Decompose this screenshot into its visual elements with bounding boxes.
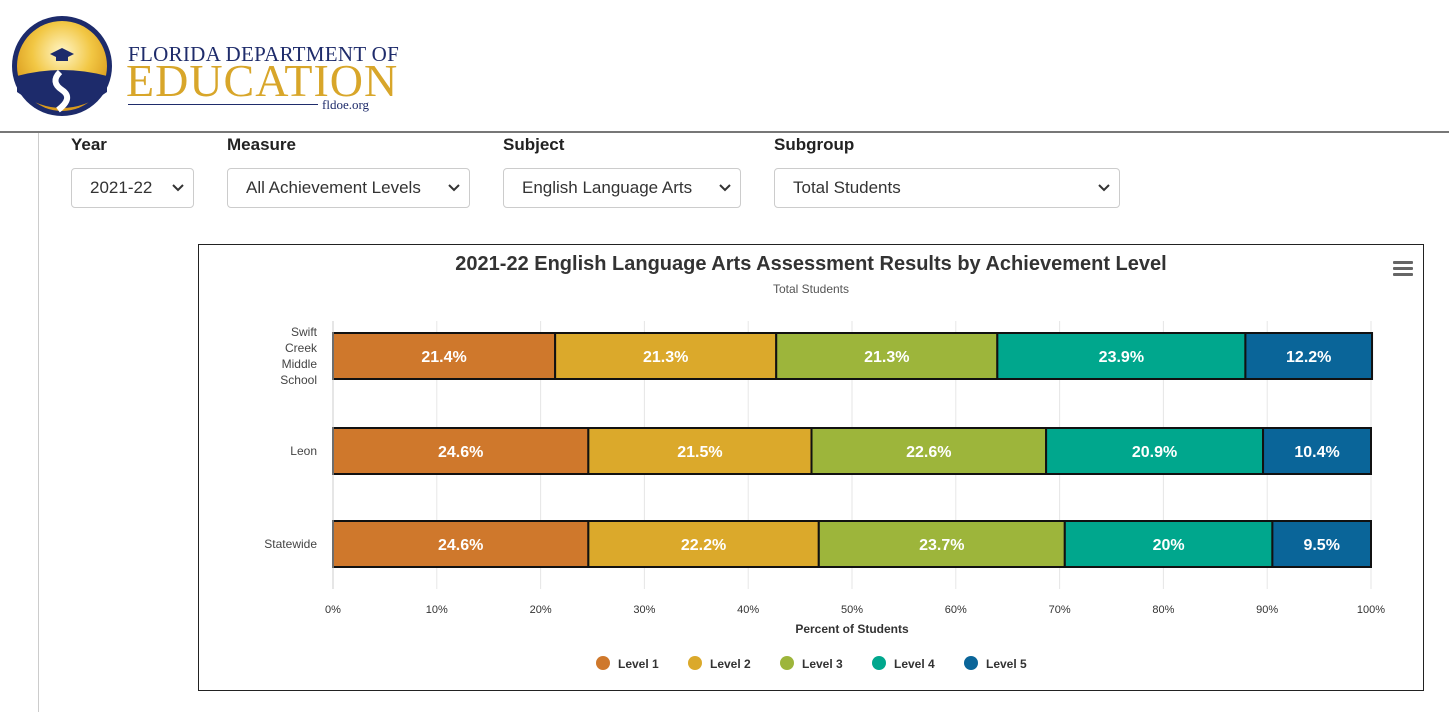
legend-marker xyxy=(964,656,978,670)
chevron-down-icon xyxy=(719,184,731,192)
data-label: 22.2% xyxy=(681,537,726,554)
fldoe-logo[interactable]: FLORIDA DEPARTMENT OF EDUCATION fldoe.or… xyxy=(10,12,399,120)
x-tick-label: 60% xyxy=(945,604,967,616)
bar-segment xyxy=(1244,332,1374,380)
filter-year: Year 2021-22 xyxy=(71,134,194,208)
filter-label-year: Year xyxy=(71,135,107,154)
data-label: 10.4% xyxy=(1294,444,1339,461)
chevron-down-icon xyxy=(448,184,460,192)
chevron-down-icon xyxy=(1098,184,1110,192)
year-select[interactable]: 2021-22 xyxy=(71,168,194,208)
legend-marker xyxy=(688,656,702,670)
data-label: 24.6% xyxy=(438,537,483,554)
legend-label: Level 1 xyxy=(618,657,659,671)
data-label: 21.3% xyxy=(643,349,688,366)
filter-label-measure: Measure xyxy=(227,135,296,154)
bar-segment xyxy=(1262,427,1372,475)
subgroup-select[interactable]: Total Students xyxy=(774,168,1120,208)
bar-chart: 0% 10% 20% 30% 40% 50% 60% 70% 80% 90% 100% Percent… xyxy=(264,321,1385,671)
data-label: 12.2% xyxy=(1286,349,1331,366)
chart-title: 2021-22 English Language Arts Assessment… xyxy=(455,253,1167,275)
data-label: 23.7% xyxy=(919,537,964,554)
logo-url: fldoe.org xyxy=(322,97,370,112)
bar-segment xyxy=(996,332,1247,380)
filter-subgroup: Subgroup Total Students xyxy=(774,134,1120,208)
chevron-down-icon xyxy=(172,184,184,192)
category-label: Statewide xyxy=(264,537,317,551)
subject-select-value: English Language Arts xyxy=(522,178,693,197)
subgroup-select-value: Total Students xyxy=(793,178,901,197)
data-label: 21.4% xyxy=(421,349,466,366)
data-label: 21.5% xyxy=(677,444,722,461)
bar-segment xyxy=(587,520,820,568)
x-tick-label: 10% xyxy=(426,604,448,616)
bar-segment xyxy=(1045,427,1265,475)
data-label: 20.9% xyxy=(1132,444,1177,461)
legend-label: Level 5 xyxy=(986,657,1027,671)
x-tick-label: 100% xyxy=(1357,604,1385,616)
logo-line-2: EDUCATION xyxy=(126,55,399,106)
chart-menu-icon[interactable] xyxy=(1393,261,1413,277)
x-tick-label: 50% xyxy=(841,604,863,616)
bar-segment xyxy=(775,332,999,380)
category-label: Leon xyxy=(290,444,317,458)
x-tick-label: 20% xyxy=(530,604,552,616)
legend-label: Level 2 xyxy=(710,657,751,671)
filter-label-subject: Subject xyxy=(503,135,565,154)
measure-select-value: All Achievement Levels xyxy=(246,178,421,197)
data-label: 23.9% xyxy=(1099,349,1144,366)
logo-rule xyxy=(128,104,318,105)
bar-segment xyxy=(810,427,1048,475)
logo-line-1: FLORIDA DEPARTMENT OF xyxy=(128,42,400,66)
bar-segment xyxy=(1063,520,1274,568)
x-tick-label: 30% xyxy=(633,604,655,616)
x-axis-title: Percent of Students xyxy=(795,622,909,636)
chart-subtitle: Total Students xyxy=(772,282,850,296)
x-tick-label: 0% xyxy=(325,604,341,616)
legend-marker xyxy=(872,656,886,670)
site-header: FLORIDA DEPARTMENT OF EDUCATION fldoe.or… xyxy=(0,0,1449,133)
legend-label: Level 3 xyxy=(802,657,843,671)
x-tick-label: 40% xyxy=(737,604,759,616)
sunburst-seal-icon xyxy=(12,16,112,116)
data-label: 21.3% xyxy=(864,349,909,366)
filter-label-subgroup: Subgroup xyxy=(774,135,855,154)
x-tick-label: 70% xyxy=(1049,604,1071,616)
legend-label: Level 4 xyxy=(894,657,935,671)
x-tick-label: 90% xyxy=(1256,604,1278,616)
measure-select[interactable]: All Achievement Levels xyxy=(227,168,470,208)
subject-select[interactable]: English Language Arts xyxy=(503,168,741,208)
chart-container: 2021-22 English Language Arts Assessment… xyxy=(198,244,1424,691)
left-divider xyxy=(38,133,39,712)
data-label: 9.5% xyxy=(1303,537,1339,554)
category-label: Swift Creek Middle School xyxy=(280,325,318,387)
data-label: 20% xyxy=(1153,537,1185,554)
bar-segment xyxy=(587,427,813,475)
bar-segment xyxy=(332,332,557,380)
year-select-value: 2021-22 xyxy=(90,178,153,197)
legend-marker xyxy=(780,656,794,670)
filter-measure: Measure All Achievement Levels xyxy=(227,134,470,208)
bar-segment xyxy=(1271,520,1373,568)
filter-subject: Subject English Language Arts xyxy=(503,134,741,208)
data-label: 22.6% xyxy=(906,444,951,461)
legend-marker xyxy=(596,656,610,670)
data-label: 24.6% xyxy=(438,444,483,461)
x-tick-label: 80% xyxy=(1152,604,1174,616)
bar-segment xyxy=(817,520,1066,568)
